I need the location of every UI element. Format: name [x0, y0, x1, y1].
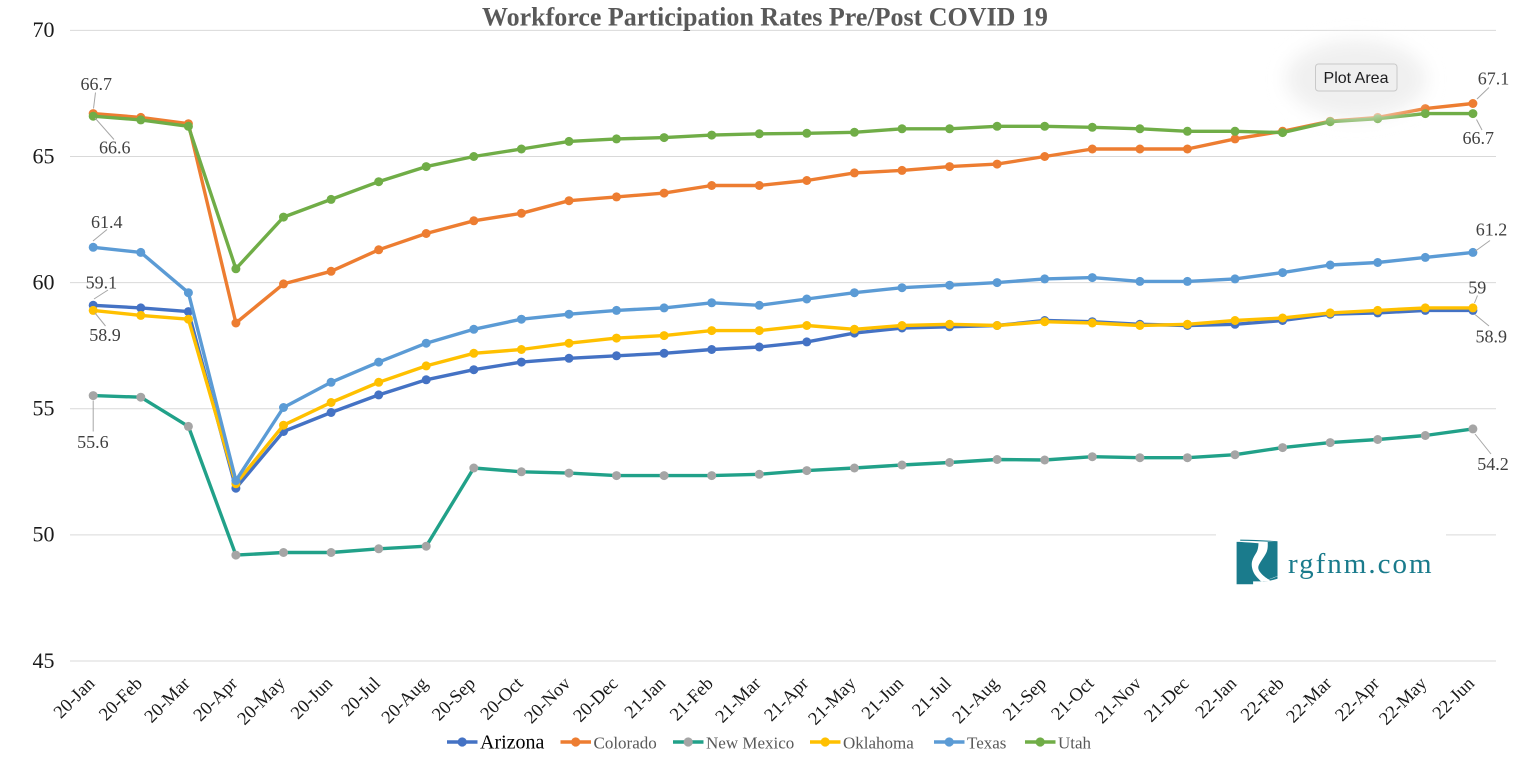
- svg-text:61.2: 61.2: [1476, 220, 1508, 240]
- svg-text:Texas: Texas: [967, 734, 1006, 753]
- svg-text:58.9: 58.9: [1476, 327, 1508, 347]
- svg-text:Arizona: Arizona: [480, 732, 545, 754]
- svg-text:65: 65: [33, 143, 55, 168]
- svg-text:66.6: 66.6: [99, 138, 131, 158]
- svg-text:Plot Area: Plot Area: [1324, 70, 1389, 87]
- svg-text:Oklahoma: Oklahoma: [843, 734, 914, 753]
- svg-text:59: 59: [1468, 278, 1486, 298]
- svg-text:rgfnm.com: rgfnm.com: [1288, 548, 1434, 580]
- svg-text:Colorado: Colorado: [594, 734, 657, 753]
- svg-text:58.9: 58.9: [89, 325, 121, 345]
- svg-text:Utah: Utah: [1058, 734, 1092, 753]
- svg-text:50: 50: [33, 522, 55, 547]
- svg-text:67.1: 67.1: [1478, 68, 1510, 88]
- svg-text:70: 70: [33, 17, 55, 42]
- svg-text:66.7: 66.7: [1462, 128, 1494, 148]
- svg-text:60: 60: [33, 269, 55, 294]
- svg-text:55.6: 55.6: [77, 432, 109, 452]
- svg-text:54.2: 54.2: [1477, 454, 1509, 474]
- svg-text:45: 45: [33, 648, 55, 673]
- svg-text:66.7: 66.7: [80, 74, 112, 94]
- svg-text:Workforce Participation Rates: Workforce Participation Rates Pre/Post C…: [482, 3, 1048, 32]
- svg-text:61.4: 61.4: [91, 212, 123, 232]
- svg-text:55: 55: [33, 396, 55, 421]
- svg-text:New Mexico: New Mexico: [706, 734, 794, 753]
- svg-text:59.1: 59.1: [86, 273, 118, 293]
